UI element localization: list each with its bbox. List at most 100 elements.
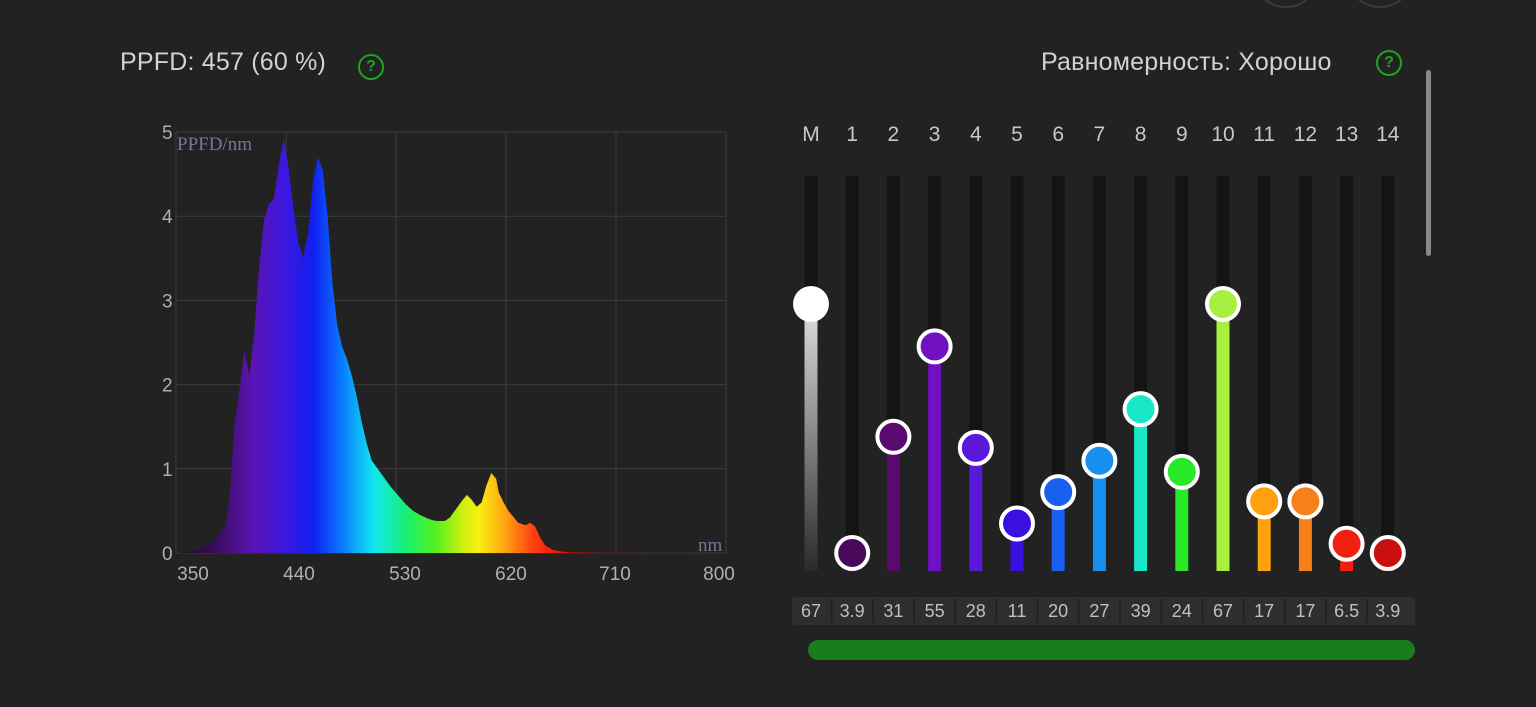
y-axis-label: PPFD/nm [177,134,252,155]
channel-slider-8[interactable]: 8 39 [1122,123,1159,621]
slider-knob[interactable] [1328,525,1365,562]
x-tick-label: 350 [177,564,209,580]
y-tick-label: 4 [162,207,173,228]
slider-knob[interactable] [1040,474,1077,511]
channel-label: 11 [1253,123,1275,146]
ppfd-readout: PPFD: 457 (60 %) [120,48,327,76]
channel-slider-10[interactable]: 10 67 [1205,123,1241,621]
slider-track[interactable] [845,176,859,571]
channel-slider-14[interactable]: 143.9 [1369,123,1406,621]
slider-track[interactable] [1340,176,1354,571]
slider-track[interactable] [1381,176,1395,571]
slider-track[interactable] [1257,176,1271,571]
channel-label: 12 [1294,123,1317,146]
slider-knob[interactable] [1163,453,1200,490]
channel-value: 3.9 [1375,601,1400,621]
channel-slider-4[interactable]: 4 28 [957,123,994,621]
channel-label: 13 [1335,123,1358,146]
slider-knob[interactable] [957,429,994,466]
uniformity-readout: Равномерность: Хорошо [1041,48,1332,76]
channel-slider-7[interactable]: 7 27 [1081,123,1118,621]
channel-sliders: M6713.9231355428511620727839924106711171… [792,123,1415,625]
channel-slider-1[interactable]: 13.9 [834,123,871,621]
x-tick-label: 800 [703,564,735,580]
channel-label: 3 [929,123,941,146]
channel-slider-12[interactable]: 12 17 [1287,123,1324,621]
slider-knob[interactable] [875,418,912,455]
uniformity-indicator-bar [808,640,1415,660]
top-control-circle-left[interactable] [1252,0,1320,8]
channel-value: 24 [1172,601,1192,621]
channel-value: 20 [1048,601,1068,621]
slider-fill [1175,471,1189,571]
channel-value: 11 [1008,601,1027,621]
channel-value: 55 [925,601,945,621]
channel-slider-3[interactable]: 3 55 [916,123,953,621]
slider-knob[interactable] [1369,535,1406,571]
slider-fill [969,447,983,571]
slider-knob[interactable] [793,286,829,322]
y-tick-label: 1 [162,460,173,481]
channel-slider-5[interactable]: 5 11 [999,123,1035,621]
channel-label: 10 [1211,123,1234,146]
channel-slider-11[interactable]: 11 17 [1246,123,1283,621]
channel-value: 67 [801,601,821,621]
channel-label: 9 [1176,123,1188,146]
channel-label: 4 [970,123,982,146]
slider-knob[interactable] [999,505,1035,542]
x-tick-label: 440 [283,564,315,580]
channel-slider-M[interactable]: M 67 [793,123,829,621]
channel-label: 2 [888,123,900,146]
y-tick-labels: 0 1 2 3 4 5 [162,123,173,565]
channel-slider-13[interactable]: 136.5 [1328,123,1365,621]
top-control-circle-right[interactable] [1346,0,1414,8]
spectrum-area [176,138,726,553]
slider-track[interactable] [1051,176,1065,571]
channel-value: 17 [1254,601,1274,621]
channel-label: 5 [1011,123,1023,146]
slider-fill [1051,492,1065,571]
y-tick-label: 5 [162,123,173,144]
channel-value: 3.9 [840,601,865,621]
slider-knob[interactable] [916,328,953,365]
channel-slider-2[interactable]: 2 31 [875,123,912,621]
slider-knob[interactable] [1122,391,1159,428]
channel-slider-9[interactable]: 9 24 [1163,123,1200,621]
x-tick-label: 530 [389,564,421,580]
slider-knob[interactable] [834,535,871,571]
slider-knob[interactable] [1205,286,1241,322]
channel-label: 8 [1135,123,1147,146]
y-tick-label: 0 [162,544,173,565]
channel-label: M [802,123,820,146]
slider-fill [886,436,900,571]
slider-fill [1134,409,1148,571]
channel-value: 6.5 [1334,601,1359,621]
slider-knob[interactable] [1081,442,1118,479]
slider-knob[interactable] [1287,483,1324,520]
y-tick-label: 3 [162,291,173,312]
channel-slider-6[interactable]: 6 20 [1040,123,1077,621]
slider-fill [1092,460,1106,571]
uniformity-help-icon[interactable]: ? [1376,50,1402,76]
x-tick-labels: 350 440 530 620 710 800 [177,564,735,580]
channel-value: 28 [966,601,986,621]
ppfd-help-icon[interactable]: ? [358,54,384,80]
slider-track[interactable] [1298,176,1312,571]
x-axis-label: nm [698,535,723,556]
slider-fill [804,304,818,571]
channel-label: 1 [846,123,858,146]
channel-value: 67 [1213,601,1233,621]
slider-knob[interactable] [1246,483,1283,520]
value-strip [792,597,1415,625]
channel-value: 31 [883,601,903,621]
scrollbar[interactable] [1426,70,1431,256]
slider-track[interactable] [1010,176,1024,571]
channel-label: 14 [1376,123,1400,146]
spectrum-chart: 0 1 2 3 4 5 350 440 530 620 710 800 PPFD/nm nm [162,123,735,580]
x-tick-label: 710 [599,564,631,580]
channel-value: 39 [1131,601,1151,621]
slider-fill [1216,304,1230,571]
x-tick-label: 620 [495,564,527,580]
channel-value: 17 [1295,601,1315,621]
slider-fill [928,346,942,571]
